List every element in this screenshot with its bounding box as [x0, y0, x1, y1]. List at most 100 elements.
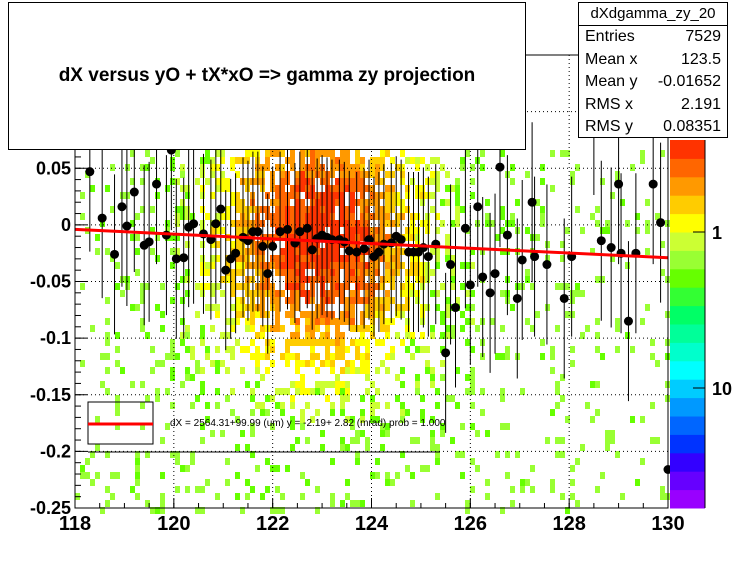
heat-cell — [245, 381, 250, 388]
heat-cell — [280, 493, 285, 500]
heat-cell — [370, 402, 375, 409]
heat-cell — [280, 192, 285, 199]
palette-cell — [670, 158, 705, 178]
heat-cell — [235, 339, 240, 346]
heat-cell — [480, 164, 485, 171]
heat-cell — [115, 346, 120, 353]
heat-cell — [225, 367, 230, 374]
z-tick-label: 1 — [712, 223, 722, 243]
heat-cell — [300, 311, 305, 318]
heat-cell — [345, 318, 350, 325]
heat-cell — [365, 367, 370, 374]
heat-cell — [295, 332, 300, 339]
heat-cell — [335, 353, 340, 360]
heat-cell — [365, 311, 370, 318]
heat-cell — [610, 437, 615, 444]
heat-cell — [335, 227, 340, 234]
heat-cell — [395, 192, 400, 199]
heat-cell — [185, 192, 190, 199]
heat-cell — [290, 248, 295, 255]
heat-cell — [390, 276, 395, 283]
heat-cell — [600, 178, 605, 185]
heat-cell — [340, 297, 345, 304]
heat-cell — [480, 409, 485, 416]
heat-cell — [550, 346, 555, 353]
heat-cell — [400, 339, 405, 346]
heat-cell — [165, 227, 170, 234]
heat-cell — [330, 199, 335, 206]
heat-cell — [140, 206, 145, 213]
heat-cell — [455, 192, 460, 199]
heat-cell — [295, 192, 300, 199]
heat-cell — [455, 206, 460, 213]
palette-cell — [670, 416, 705, 435]
heat-cell — [250, 430, 255, 437]
heat-cell — [295, 290, 300, 297]
heat-cell — [400, 164, 405, 171]
heat-cell — [230, 353, 235, 360]
heat-cell — [500, 248, 505, 255]
heat-cell — [350, 178, 355, 185]
heat-cell — [365, 290, 370, 297]
heat-cell — [280, 220, 285, 227]
heat-cell — [275, 297, 280, 304]
heat-cell — [450, 437, 455, 444]
heat-cell — [290, 311, 295, 318]
heat-cell — [375, 458, 380, 465]
heat-cell — [180, 339, 185, 346]
heat-cell — [85, 472, 90, 479]
heat-cell — [640, 458, 645, 465]
heat-cell — [325, 318, 330, 325]
heat-cell — [120, 367, 125, 374]
heat-cell — [300, 220, 305, 227]
heat-cell — [560, 395, 565, 402]
heat-cell — [440, 430, 445, 437]
heat-cell — [360, 325, 365, 332]
heat-cell — [290, 185, 295, 192]
heat-cell — [370, 213, 375, 220]
heat-cell — [345, 304, 350, 311]
heat-cell — [400, 381, 405, 388]
heat-cell — [540, 213, 545, 220]
heat-cell — [185, 374, 190, 381]
heat-cell — [355, 227, 360, 234]
heat-cell — [435, 444, 440, 451]
heat-cell — [240, 213, 245, 220]
heat-cell — [135, 269, 140, 276]
heat-cell — [350, 318, 355, 325]
heat-cell — [355, 437, 360, 444]
heat-cell — [225, 178, 230, 185]
heat-cell — [340, 262, 345, 269]
palette-cell — [670, 250, 705, 270]
heat-cell — [410, 290, 415, 297]
heat-cell — [160, 437, 165, 444]
heat-cell — [295, 304, 300, 311]
heat-cell — [440, 346, 445, 353]
heat-cell — [235, 444, 240, 451]
heat-cell — [120, 276, 125, 283]
heat-cell — [445, 248, 450, 255]
heat-cell — [140, 325, 145, 332]
heat-cell — [110, 493, 115, 500]
heat-cell — [375, 304, 380, 311]
heat-cell — [340, 192, 345, 199]
heat-cell — [415, 381, 420, 388]
heat-cell — [140, 423, 145, 430]
palette-cell — [670, 379, 705, 399]
heat-cell — [105, 353, 110, 360]
heat-cell — [355, 297, 360, 304]
heat-cell — [370, 171, 375, 178]
heat-cell — [225, 276, 230, 283]
heat-cell — [350, 213, 355, 220]
heat-cell — [430, 269, 435, 276]
heat-cell — [145, 500, 150, 507]
heat-cell — [460, 164, 465, 171]
heat-cell — [390, 248, 395, 255]
heat-cell — [655, 213, 660, 220]
heat-cell — [235, 220, 240, 227]
heat-cell — [375, 416, 380, 423]
heat-cell — [420, 465, 425, 472]
heat-cell — [355, 367, 360, 374]
heat-cell — [555, 283, 560, 290]
heat-cell — [465, 339, 470, 346]
